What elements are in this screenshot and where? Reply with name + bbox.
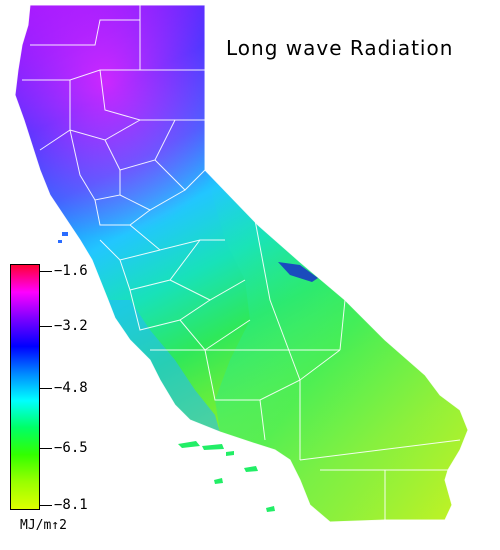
bay-islands (58, 232, 68, 243)
legend-tick-label: −4.8 (54, 380, 88, 396)
legend-tick (40, 448, 52, 449)
dark-streak (278, 262, 318, 282)
legend-tick (40, 505, 52, 506)
coastal-band (108, 300, 220, 432)
map-title: Long wave Radiation (226, 36, 454, 60)
legend-tick-label: −8.1 (54, 497, 88, 513)
county-boundaries (14, 4, 469, 523)
southeast-region (205, 170, 468, 522)
legend-tick (40, 271, 52, 272)
legend-unit: MJ/m↑2 (20, 518, 67, 533)
color-scale-bar (10, 264, 40, 510)
legend-tick-label: −6.5 (54, 440, 88, 456)
legend-tick (40, 326, 52, 327)
legend-tick (40, 388, 52, 389)
legend-tick-label: −3.2 (54, 318, 88, 334)
legend-tick-label: −1.6 (54, 263, 88, 279)
channel-islands (178, 441, 275, 512)
